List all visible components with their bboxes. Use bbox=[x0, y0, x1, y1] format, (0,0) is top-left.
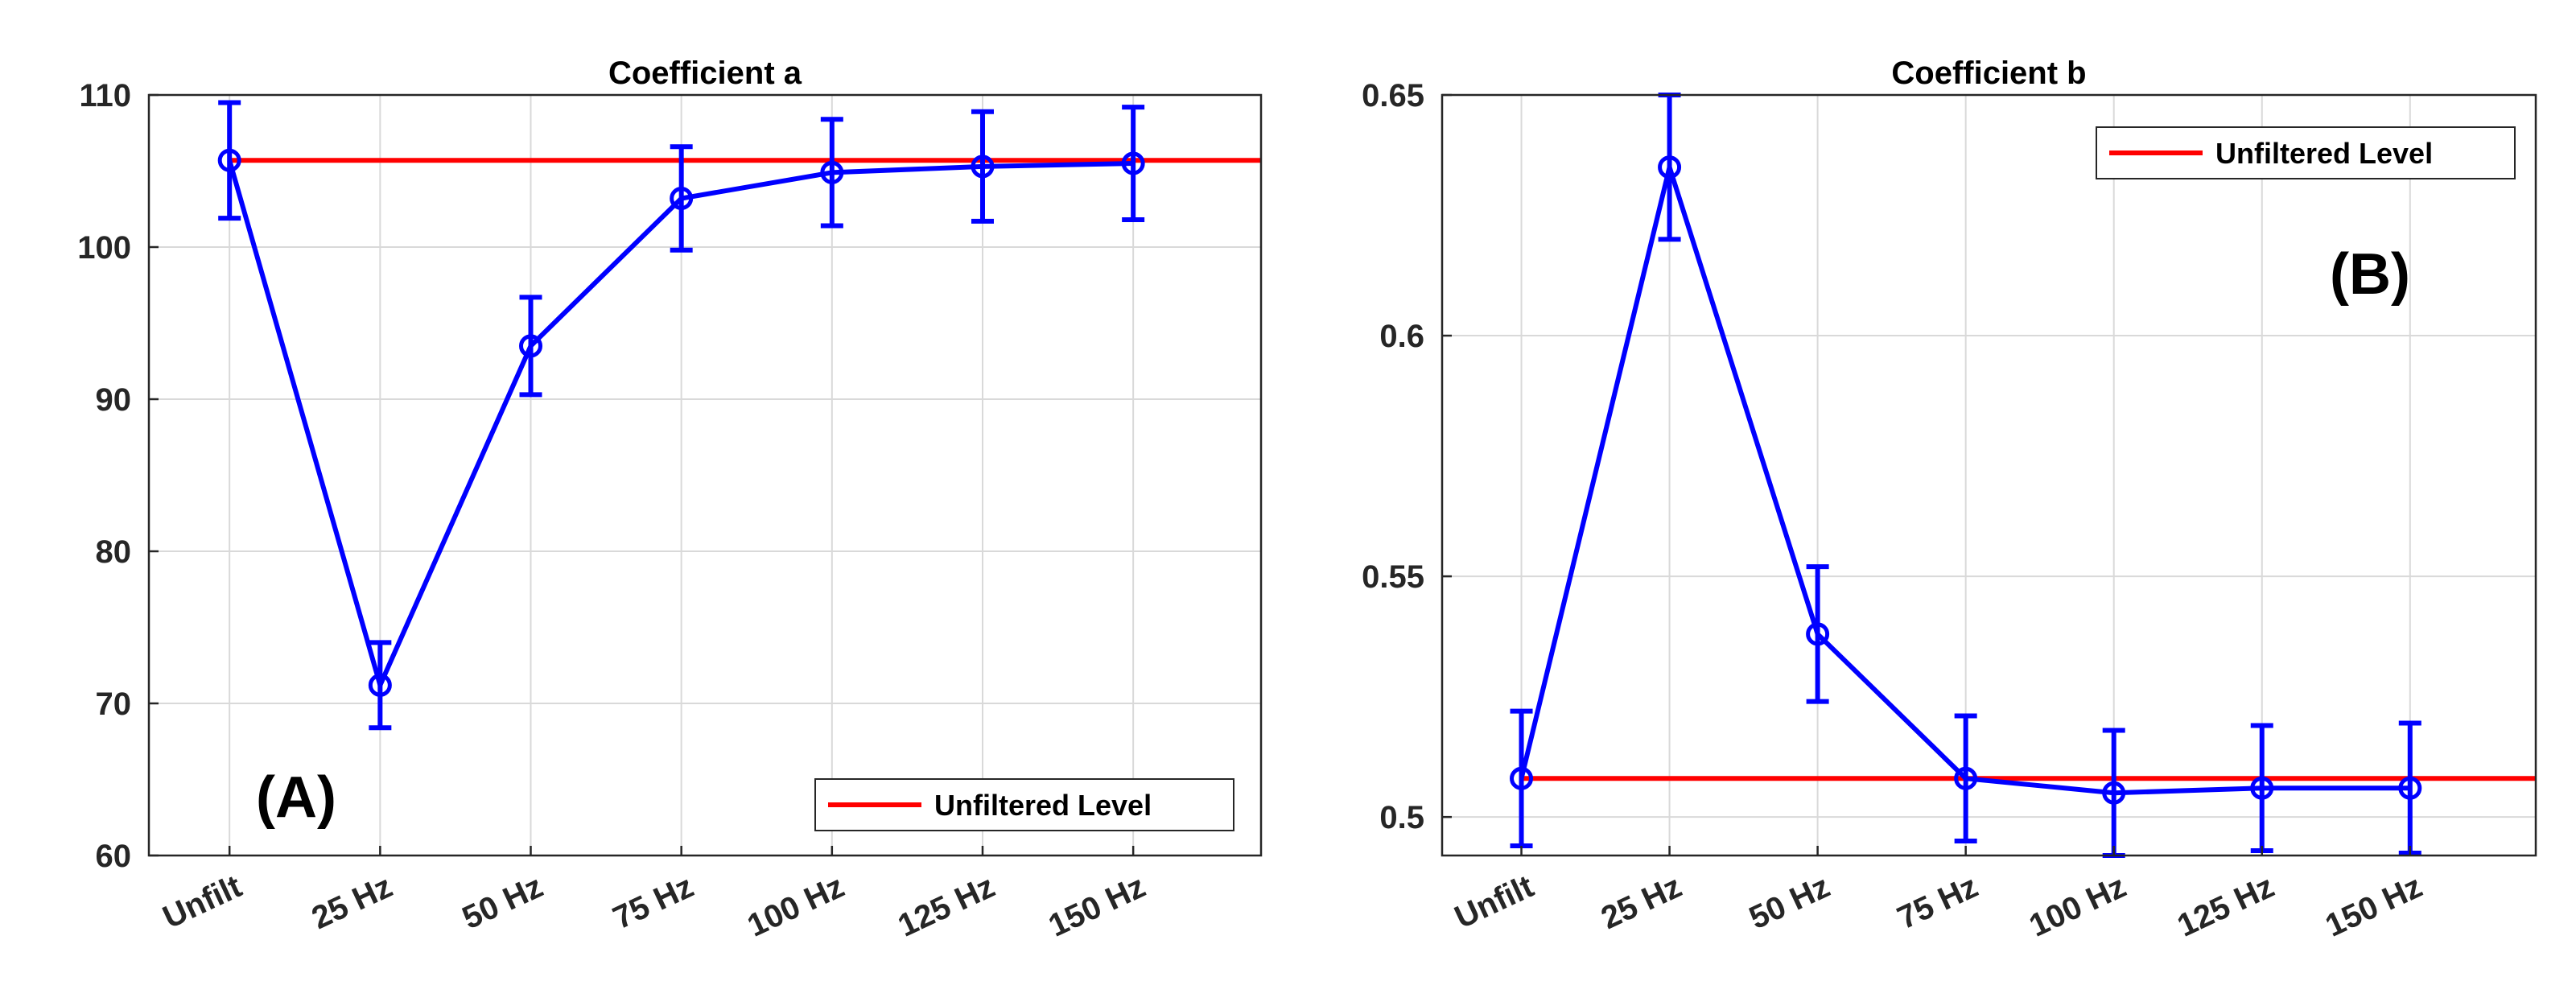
y-tick-labels: 0.5 0.55 0.6 0.65 bbox=[1362, 78, 1452, 835]
error-bar bbox=[1122, 105, 1145, 222]
data-point bbox=[971, 155, 995, 179]
plot-frame bbox=[1440, 93, 2537, 857]
y-tick-label: 90 bbox=[96, 382, 132, 418]
error-bar bbox=[971, 109, 994, 224]
error-bar bbox=[369, 640, 392, 731]
chart-title: Coefficient a bbox=[608, 56, 802, 91]
y-tick-label: 110 bbox=[79, 78, 131, 113]
data-point bbox=[217, 148, 241, 172]
data-point bbox=[2102, 781, 2126, 805]
panel-label: (B) bbox=[2330, 242, 2410, 307]
data-point bbox=[820, 160, 844, 184]
data-point bbox=[1954, 766, 1978, 790]
data-point bbox=[519, 334, 543, 358]
data-point bbox=[1510, 766, 1534, 790]
error-bar bbox=[670, 144, 693, 253]
y-tick-label: 70 bbox=[96, 686, 132, 722]
data-point bbox=[1121, 151, 1145, 175]
legend: Unfiltered Level bbox=[2096, 126, 2516, 179]
error-bar bbox=[1806, 564, 1829, 704]
data-point bbox=[2250, 776, 2274, 800]
error-bar bbox=[1954, 713, 1977, 844]
legend-label: Unfiltered Level bbox=[934, 789, 1152, 822]
legend: Unfiltered Level bbox=[814, 778, 1234, 831]
plot-area bbox=[1442, 95, 2536, 856]
y-tick-label: 0.5 bbox=[1379, 800, 1424, 835]
y-tick-labels: 60 70 80 90 100 110 bbox=[77, 78, 159, 874]
y-tick-label: 100 bbox=[77, 230, 131, 266]
panel-label: (A) bbox=[256, 765, 336, 830]
y-tick-label: 0.65 bbox=[1362, 78, 1424, 113]
y-tick-label: 80 bbox=[96, 534, 132, 570]
data-point bbox=[1806, 622, 1830, 646]
data-point bbox=[368, 673, 392, 697]
data-point bbox=[1658, 155, 1682, 179]
data-point bbox=[670, 187, 694, 211]
plot-frame bbox=[147, 93, 1263, 857]
y-tick-label: 0.55 bbox=[1362, 559, 1424, 595]
error-bar bbox=[820, 117, 843, 229]
plot-area bbox=[149, 95, 1261, 856]
series-layer bbox=[217, 100, 1145, 731]
error-bar bbox=[519, 295, 542, 398]
legend-label: Unfiltered Level bbox=[2215, 137, 2433, 170]
error-bar bbox=[218, 100, 241, 221]
y-tick-label: 0.6 bbox=[1379, 319, 1424, 354]
data-point bbox=[2398, 776, 2422, 800]
chart-panel-b: 0.50.550.60.65 Unfilt 25 Hz 50 Hz 75 Hz 100 … bbox=[1362, 56, 2537, 944]
y-tick-label: 60 bbox=[96, 839, 132, 874]
chart-title: Coefficient b bbox=[1891, 56, 2086, 91]
